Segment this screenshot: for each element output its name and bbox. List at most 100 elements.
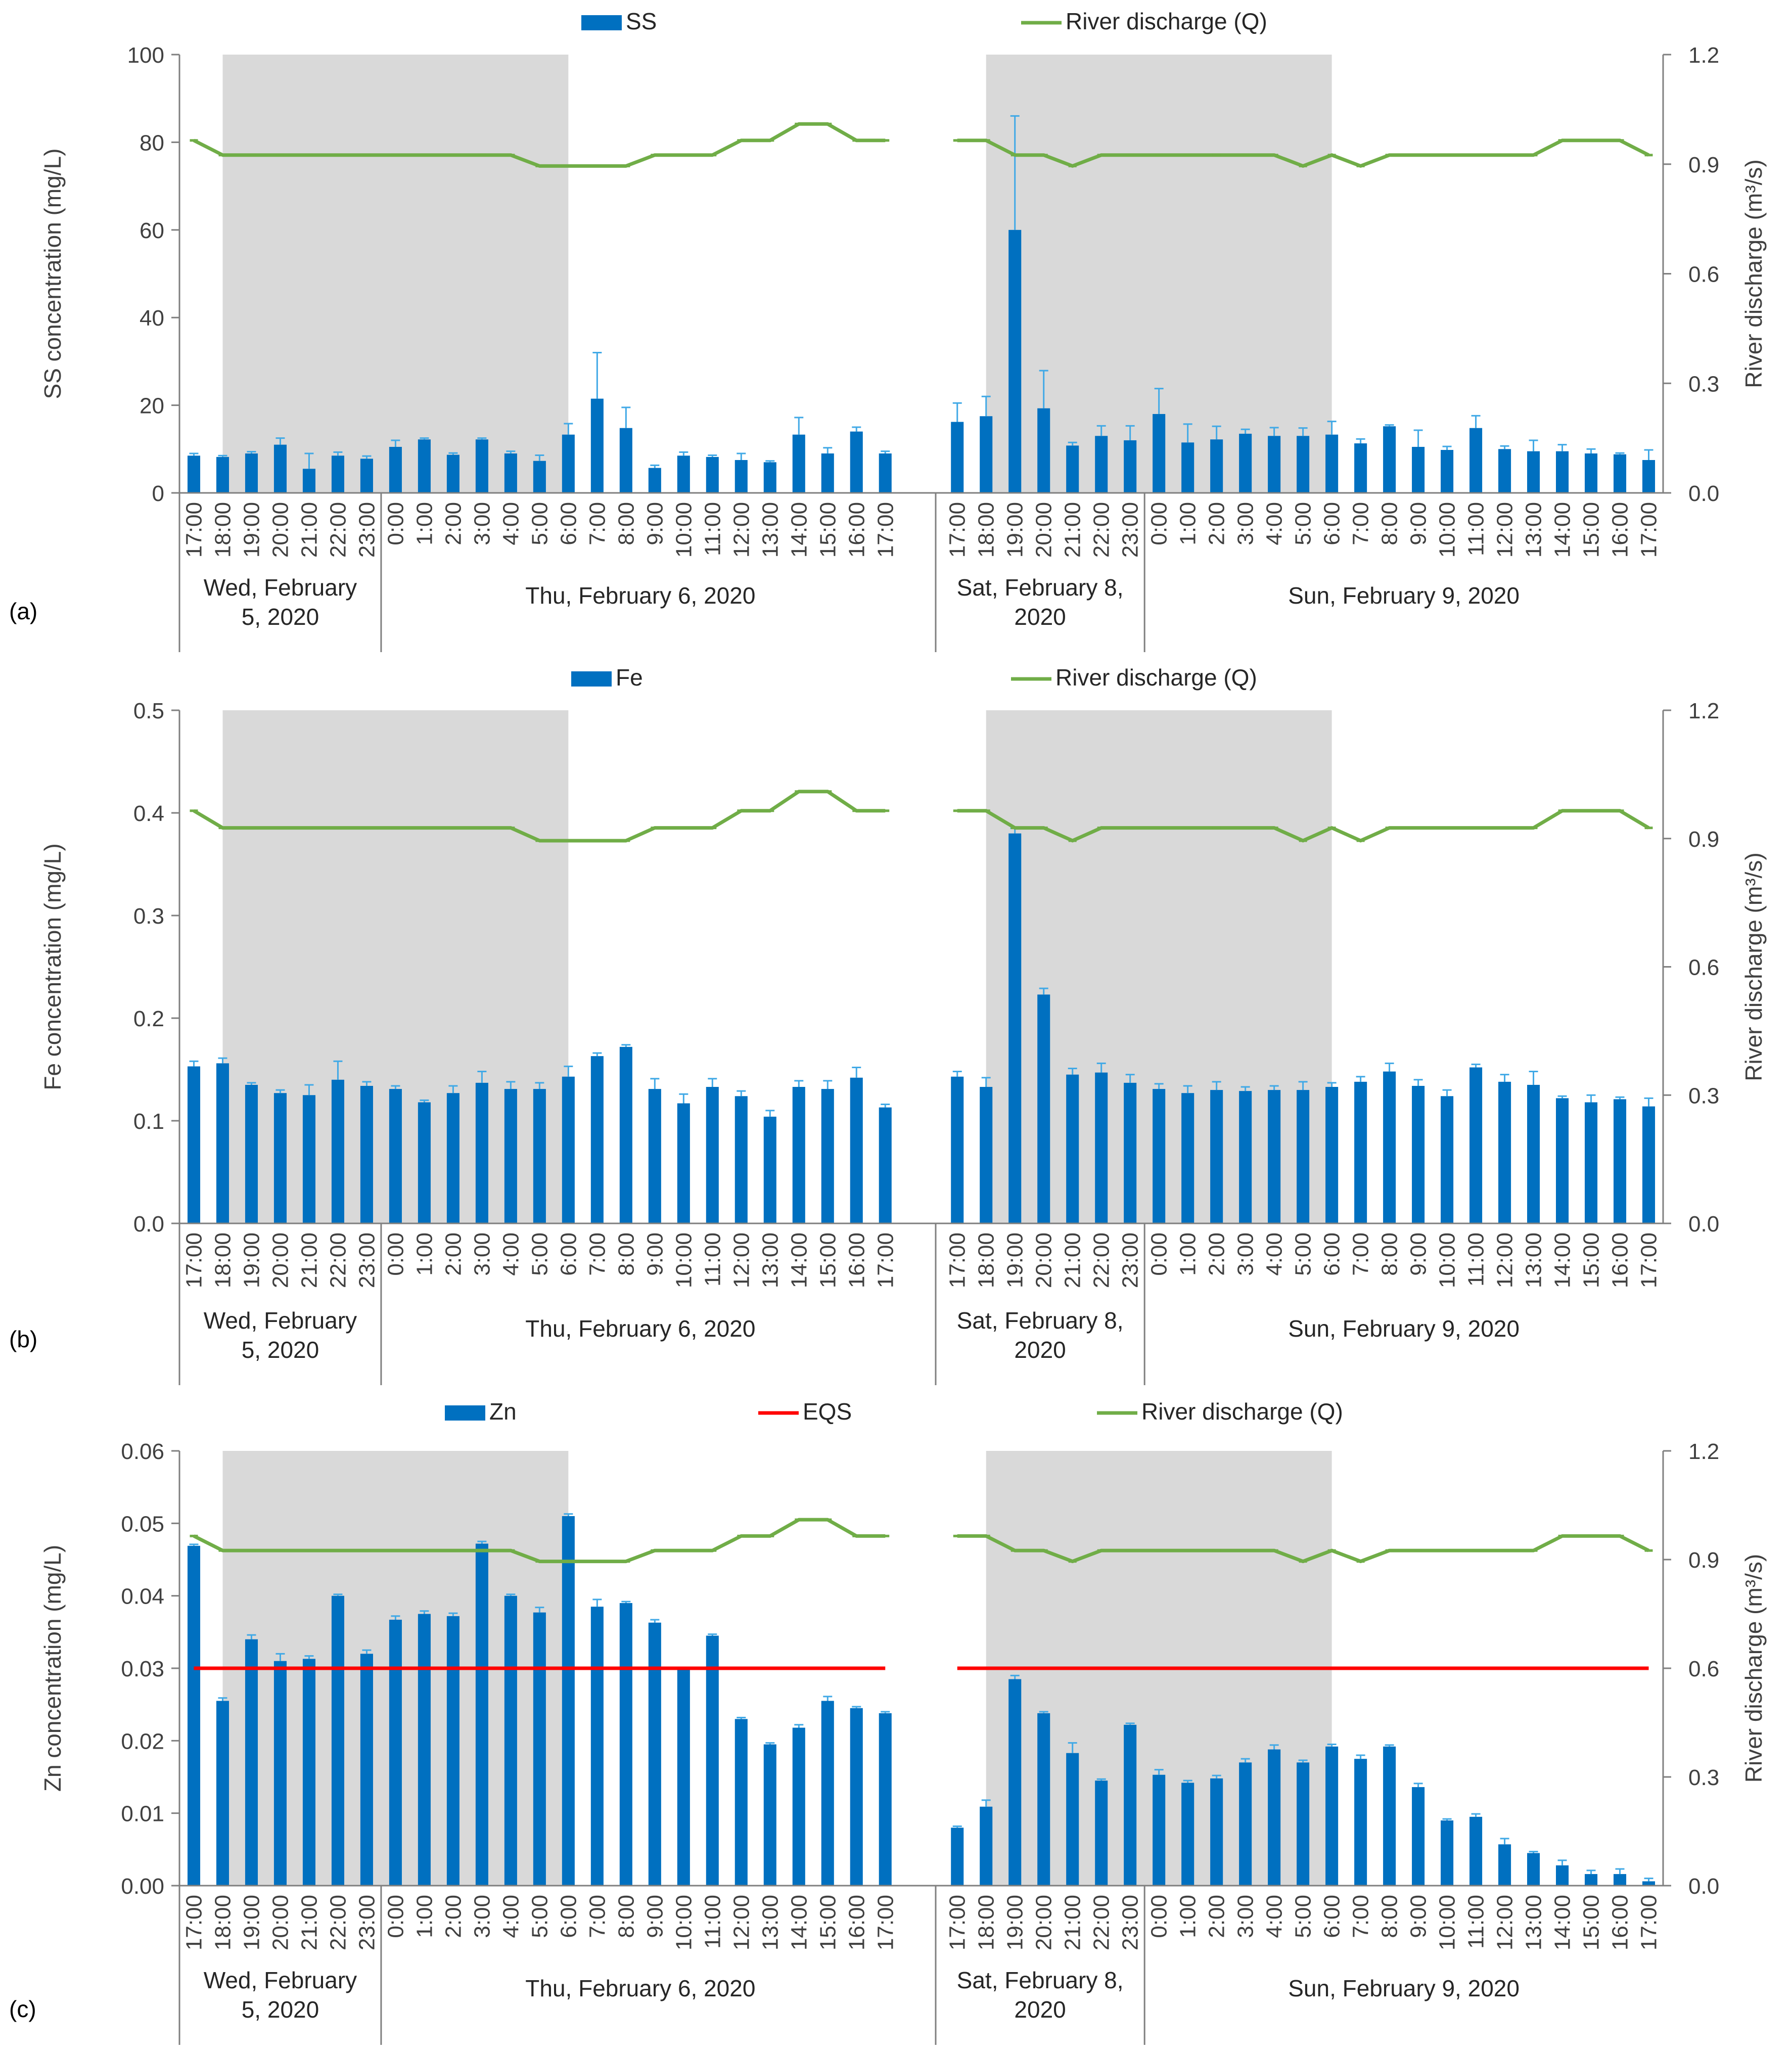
panel-a-x-tick-label: 12:00 [729,502,754,558]
panel-c-x-tick-label: 8:00 [1377,1895,1402,1938]
panel-a-bar [504,453,517,493]
panel-a-y-tick-label: 100 [127,43,164,68]
panel-a-y-tick-label: 80 [140,130,164,155]
panel-a-x-tick-label: 15:00 [815,502,840,558]
panel-b-bar [562,1076,575,1223]
panel-a-x-tick-label: 12:00 [1493,502,1518,558]
panel-c-x-tick-label: 6:00 [1320,1895,1345,1938]
panel-c-x-tick-label: 13:00 [758,1895,783,1950]
panel-b-bar [1383,1071,1396,1223]
panel-b-x-tick-label: 21:00 [1061,1232,1085,1288]
panel-b-bar [980,1087,993,1223]
panel-a-x-tick-label: 7:00 [585,502,610,545]
panel-b-y-tick-label: 0.3 [133,904,164,929]
panel-b-x-tick-label: 15:00 [815,1232,840,1288]
panel-c-x-tick-label: 6:00 [556,1895,581,1938]
panel-a-bar [850,431,863,493]
panel-a-x-tick-label: 17:00 [945,502,970,558]
panel-a-bar [360,459,373,493]
panel-b-bar [1527,1084,1540,1223]
panel-b-bar [951,1076,964,1223]
panel-a-x-tick-label: 18:00 [974,502,999,558]
panel-c-bar [1441,1820,1454,1886]
panel-a-bar [1383,426,1396,493]
panel-c-x-tick-label: 14:00 [1550,1895,1575,1950]
panel-b-y-tick-label: 0.1 [133,1109,164,1134]
panel-c-bar [590,1607,604,1886]
panel-b-bar [245,1084,258,1223]
panel-b-bar [677,1103,690,1223]
panel-c-y-tick-label: 0.04 [121,1584,164,1609]
panel-b-x-tick-label: 10:00 [1435,1232,1460,1288]
panel-b-x-tick-label: 22:00 [326,1232,350,1288]
panel-c-x-tick-label: 17:00 [945,1895,970,1950]
panel-b-bar [216,1063,229,1223]
panel-c-x-tick-label: 11:00 [700,1895,725,1949]
panel-b-x-tick-label: 13:00 [1522,1232,1546,1288]
panel-a-x-tick-label: 10:00 [671,502,696,558]
panel-b-bar [475,1082,488,1223]
panel-b-x-tick-label: 23:00 [354,1232,379,1288]
panel-a-x-tick-label: 11:00 [1464,502,1489,556]
panel-b-bar [1008,833,1022,1223]
panel-a-bar [1613,454,1627,493]
panel-c-x-tick-label: 17:00 [181,1895,206,1950]
panel-a-x-tick-label: 10:00 [1435,502,1460,558]
panel-b-bar [1037,994,1050,1223]
panel-b-bar [331,1079,344,1223]
panel-c-y2-tick-label: 0.9 [1688,1548,1719,1573]
panel-a-x-tick-label: 17:00 [1637,502,1662,558]
panel-c-x-tick-label: 19:00 [239,1895,264,1950]
panel-a-bar [475,439,488,493]
panel-a-bar [1239,433,1252,493]
panel-b-date-label: Thu, February 6, 2020 [525,1315,755,1342]
panel-c-bar [562,1516,575,1886]
panel-c-y2-tick-label: 0.3 [1688,1765,1719,1790]
panel-c-bar [533,1612,546,1886]
panel-c-bar [648,1622,661,1886]
panel-c-bar [1095,1780,1108,1886]
panel-a-bar [187,455,201,493]
panel-b-bar [734,1096,748,1223]
panel-a-bar [446,454,460,493]
panel-b-x-tick-label: 1:00 [412,1232,437,1276]
panel-b-date-label: Sun, February 9, 2020 [1288,1315,1520,1342]
panel-c-bar [1642,1881,1656,1886]
panel-c-x-tick-label: 11:00 [1464,1895,1489,1949]
panel-b-bar [1297,1090,1310,1223]
panel-b-bar [619,1046,632,1223]
panel-c-bar [1008,1679,1022,1886]
panel-b-x-tick-label: 20:00 [1032,1232,1056,1288]
panel-b-x-tick-label: 3:00 [1233,1232,1258,1276]
panel-b-x-tick-label: 19:00 [239,1232,264,1288]
panel-c-y-tick-label: 0.06 [121,1439,164,1464]
panel-c-x-tick-label: 0:00 [1147,1895,1172,1938]
panel-b-x-tick-label: 1:00 [1176,1232,1201,1276]
panel-c-bar [1153,1774,1166,1886]
panel-c-bar [1124,1724,1137,1886]
panel-a-x-tick-label: 2:00 [1205,502,1229,545]
panel-a-bar [1095,436,1108,493]
panel-c-x-tick-label: 15:00 [1579,1895,1604,1950]
panel-b-y-tick-label: 0.5 [133,699,164,723]
panel-b-legend-bar-label: Fe [616,664,643,691]
panel-c-bar [1268,1749,1281,1886]
panel-b-date-label: Wed, February [204,1307,357,1334]
panel-b-x-tick-label: 8:00 [1377,1232,1402,1276]
panel-b-bar [1268,1090,1281,1223]
panel-a-x-tick-label: 11:00 [700,502,725,556]
panel-a-x-tick-label: 23:00 [354,502,379,558]
panel-b-x-tick-label: 2:00 [1205,1232,1229,1276]
panel-c-bar [1498,1844,1511,1886]
panel-c-x-tick-label: 7:00 [585,1895,610,1938]
panel-b-y2-axis-title: River discharge (m³/s) [1740,852,1767,1081]
panel-a-y-tick-label: 60 [140,218,164,243]
panel-b-x-tick-label: 7:00 [585,1232,610,1276]
panel-b-x-tick-label: 22:00 [1089,1232,1114,1288]
panel-a-bar [879,453,892,493]
panel-a-x-tick-label: 6:00 [1320,502,1345,545]
panel-a-y2-tick-label: 0.3 [1688,372,1719,396]
panel-c-panel-label: (c) [9,1996,36,2022]
panel-b-bar [879,1107,892,1223]
panel-c-legend-bar-swatch [445,1405,485,1421]
